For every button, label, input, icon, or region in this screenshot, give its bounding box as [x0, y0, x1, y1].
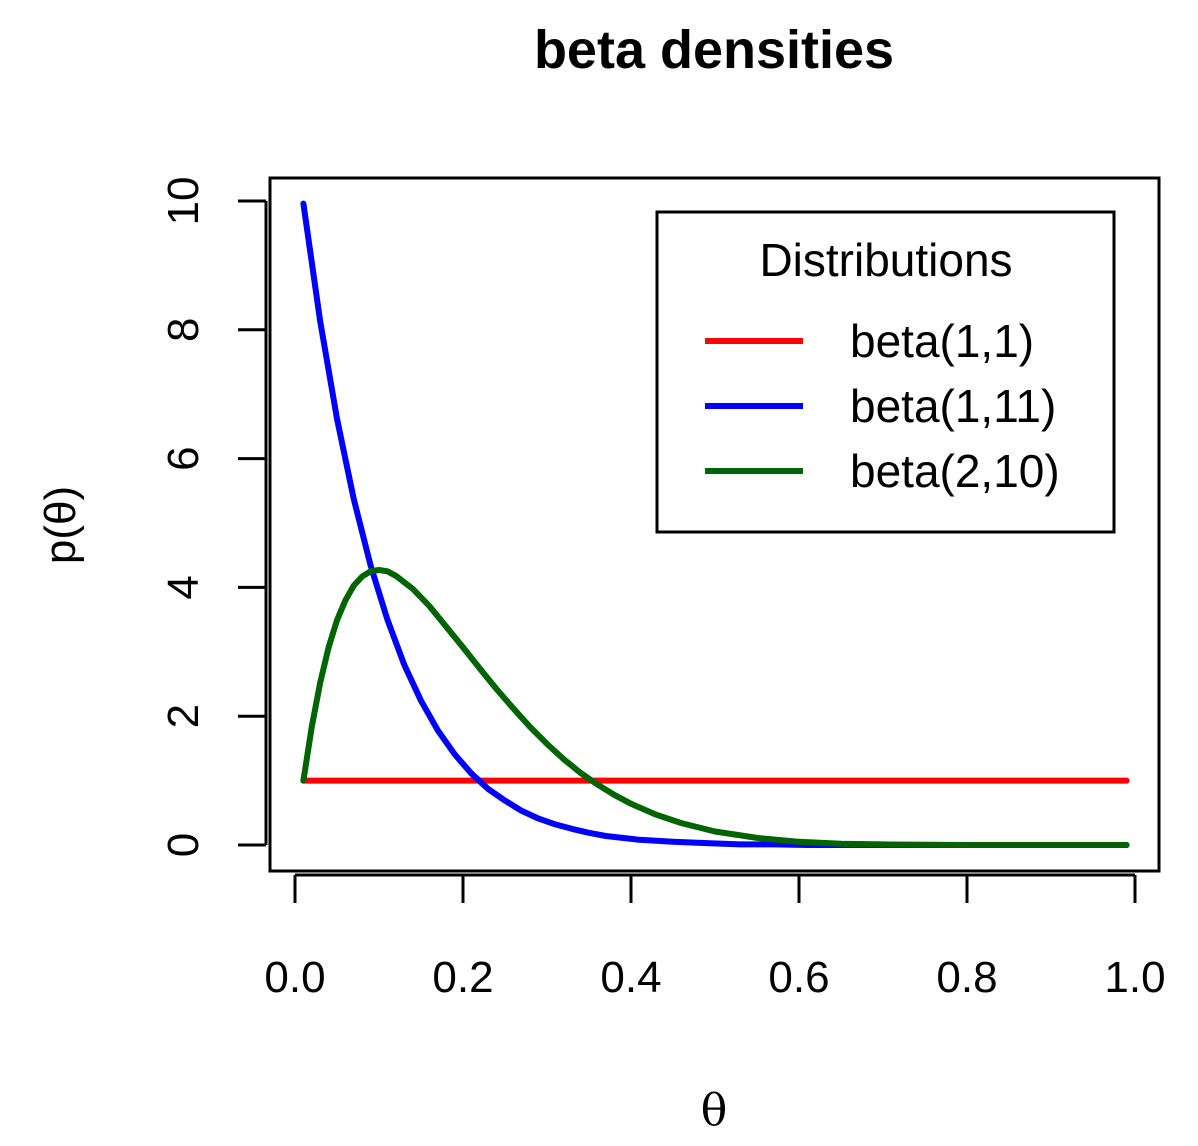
legend-label-1: beta(1,11) [850, 380, 1056, 432]
legend-label-0: beta(1,1) [850, 315, 1034, 367]
y-tick-label-1: 2 [159, 704, 208, 728]
series-line-2 [300, 567, 1130, 848]
x-axis: 0.0 0.2 0.4 0.6 0.8 1.0 [264, 873, 1166, 1002]
legend-title: Distributions [759, 234, 1012, 286]
y-tick-label-4: 8 [159, 318, 208, 342]
x-tick-label-3: 0.6 [768, 953, 829, 1002]
x-tick-label-0: 0.0 [264, 953, 325, 1002]
legend-box [655, 210, 1116, 534]
legend: Distributions beta(1,1) beta(1,11) beta(2,… [655, 210, 1116, 534]
plot-frame [268, 176, 1161, 873]
y-axis-label: p(θ) [36, 486, 85, 564]
x-axis-label: θ [701, 1085, 728, 1136]
y-tick-label-5: 10 [159, 177, 208, 226]
chart-title: beta densities [534, 20, 894, 80]
x-tick-label-1: 0.2 [432, 953, 493, 1002]
x-tick-label-2: 0.4 [600, 953, 661, 1002]
y-axis: 0 2 4 6 8 10 [159, 177, 268, 857]
y-tick-label-3: 6 [159, 446, 208, 470]
legend-label-2: beta(2,10) [850, 445, 1060, 497]
y-tick-label-2: 4 [159, 575, 208, 599]
series-layer [300, 200, 1130, 848]
y-tick-label-0: 0 [159, 833, 208, 857]
x-tick-label-4: 0.8 [936, 953, 997, 1002]
x-tick-label-5: 1.0 [1104, 953, 1165, 1002]
